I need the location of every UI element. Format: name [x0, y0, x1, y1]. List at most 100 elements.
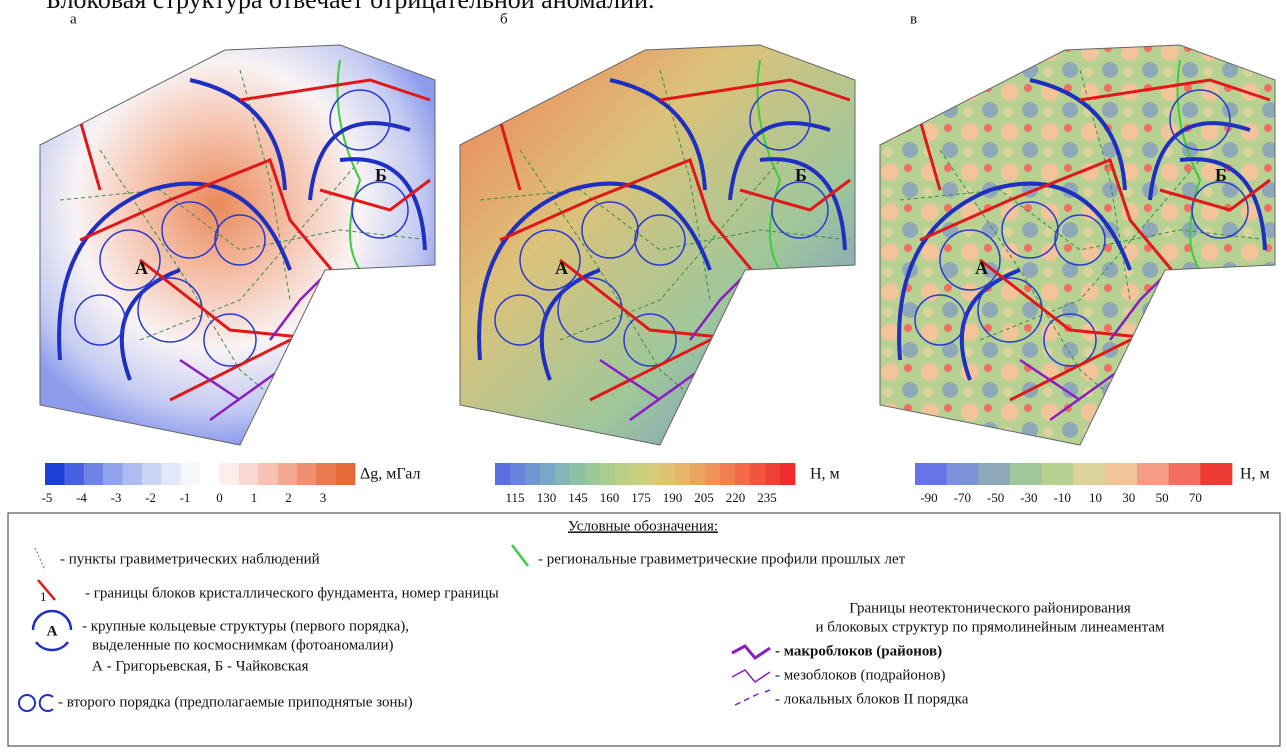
colorbar-cell	[705, 463, 720, 485]
map: АБ	[460, 45, 855, 445]
legend-item: - крупные кольцевые структуры (первого п…	[82, 618, 409, 634]
colorbar-cell	[570, 463, 585, 485]
colorbar-cell	[297, 463, 317, 485]
structure-label: А	[555, 258, 568, 278]
colorbar-tick-label: -50	[987, 490, 1004, 505]
colorbar-tick-label: -1	[180, 490, 191, 505]
legend-item: выделенные по космоснимкам (фотоаномалии…	[92, 637, 394, 653]
colorbar-cell	[1169, 463, 1201, 485]
colorbar-cell	[540, 463, 555, 485]
colorbar-tick-label: 3	[320, 490, 327, 505]
colorbar-cell	[1137, 463, 1169, 485]
structure-label: Б	[375, 165, 387, 185]
panel-letter: в	[910, 11, 917, 27]
colorbar-cell	[555, 463, 570, 485]
icon-local	[735, 690, 770, 705]
colorbar-cell	[316, 463, 336, 485]
icon-number: 1	[40, 589, 47, 604]
colorbar-tick-label: 235	[757, 490, 777, 505]
colorbar-tick-label: -5	[42, 490, 53, 505]
neo-item: - локальных блоков II порядка	[775, 691, 969, 707]
map: АБ	[40, 45, 435, 445]
colorbar-cell	[660, 463, 675, 485]
colorbar-cell	[336, 463, 356, 485]
colorbar-cell	[675, 463, 690, 485]
colorbar-cell	[720, 463, 735, 485]
colorbar-tick-label: -70	[954, 490, 971, 505]
legend-item: - второго порядка (предполагаемые припод…	[58, 694, 413, 710]
colorbar-tick-label: 145	[568, 490, 588, 505]
colorbar-cell	[219, 463, 239, 485]
colorbar-tick-label: 115	[505, 490, 524, 505]
icon-macro	[732, 646, 770, 658]
colorbar-cell	[735, 463, 750, 485]
colorbar-cell	[1200, 463, 1232, 485]
caption-fragment: Блоковая структура отвечает отрицательно…	[46, 0, 655, 14]
colorbar-cell	[915, 463, 947, 485]
colorbar-cell	[630, 463, 645, 485]
colorbar-tick-label: 1	[251, 490, 258, 505]
icon-points	[35, 548, 45, 570]
structure-label: А	[975, 258, 988, 278]
colorbar-cell	[64, 463, 84, 485]
colorbar-unit: Δg, мГал	[360, 466, 421, 483]
colorbar-tick-label: 130	[537, 490, 557, 505]
colorbar-cell	[200, 463, 220, 485]
legend-title: Условные обозначения:	[568, 518, 718, 534]
icon-small-rings	[19, 695, 53, 711]
colorbar-tick-label: -4	[76, 490, 87, 505]
colorbar-tick-label: 205	[694, 490, 714, 505]
colorbar-cell	[585, 463, 600, 485]
colorbar-cell	[1010, 463, 1042, 485]
neo-title: Границы неотектонического районирования	[849, 600, 1131, 616]
colorbar-cell	[765, 463, 780, 485]
colorbar-unit: Н, м	[810, 466, 840, 483]
colorbar-cell	[103, 463, 123, 485]
colorbar-tick-label: 70	[1189, 490, 1202, 505]
map: АБ	[880, 45, 1275, 445]
neo-item: - макроблоков (районов)	[775, 643, 942, 659]
structure-label: Б	[795, 165, 807, 185]
legend-item: А - Григорьевская, Б - Чайковская	[92, 658, 309, 674]
figure: Блоковая структура отвечает отрицательно…	[0, 0, 1287, 753]
colorbar-cell	[600, 463, 615, 485]
legend-item: - границы блоков кристаллического фундам…	[85, 585, 499, 601]
colorbar-tick-label: 160	[600, 490, 620, 505]
colorbar-tick-label: 30	[1122, 490, 1135, 505]
colorbar-tick-label: 2	[285, 490, 292, 505]
panel-letter: а	[70, 11, 77, 27]
colorbar-cell	[123, 463, 143, 485]
colorbar-cell	[947, 463, 979, 485]
structure-label: А	[135, 258, 148, 278]
colorbar-tick-label: -30	[1020, 490, 1037, 505]
colorbar-cell	[239, 463, 259, 485]
colorbar-tick-label: 175	[631, 490, 651, 505]
map-fill	[40, 45, 435, 445]
colorbar-cell	[1042, 463, 1074, 485]
colorbar-cell	[495, 463, 510, 485]
colorbar-cell	[615, 463, 630, 485]
colorbar-cell	[750, 463, 765, 485]
colorbar-cell	[84, 463, 104, 485]
neo-subtitle: и блоковых структур по прямолинейным лин…	[815, 619, 1165, 635]
icon-letter: А	[47, 623, 58, 639]
colorbar-cell	[690, 463, 705, 485]
colorbar-cell	[510, 463, 525, 485]
colorbar-tick-label: -2	[145, 490, 156, 505]
colorbar-cell	[181, 463, 201, 485]
legend-item: - региональные гравиметрические профили …	[538, 551, 906, 567]
colorbar-cell	[258, 463, 278, 485]
colorbar-cell	[1105, 463, 1137, 485]
colorbar-tick-label: 220	[726, 490, 746, 505]
colorbar-cell	[1074, 463, 1106, 485]
neo-item: - мезоблоков (подрайонов)	[775, 667, 946, 683]
map-fill	[880, 45, 1275, 445]
colorbar-cell	[45, 463, 65, 485]
colorbar-cell	[978, 463, 1010, 485]
colorbar-tick-label: 0	[216, 490, 223, 505]
colorbar-tick-label: 10	[1089, 490, 1102, 505]
icon-meso	[732, 670, 770, 682]
colorbar-unit: Н, м	[1240, 466, 1270, 483]
colorbar-tick-label: -10	[1054, 490, 1071, 505]
colorbar-cell	[142, 463, 162, 485]
